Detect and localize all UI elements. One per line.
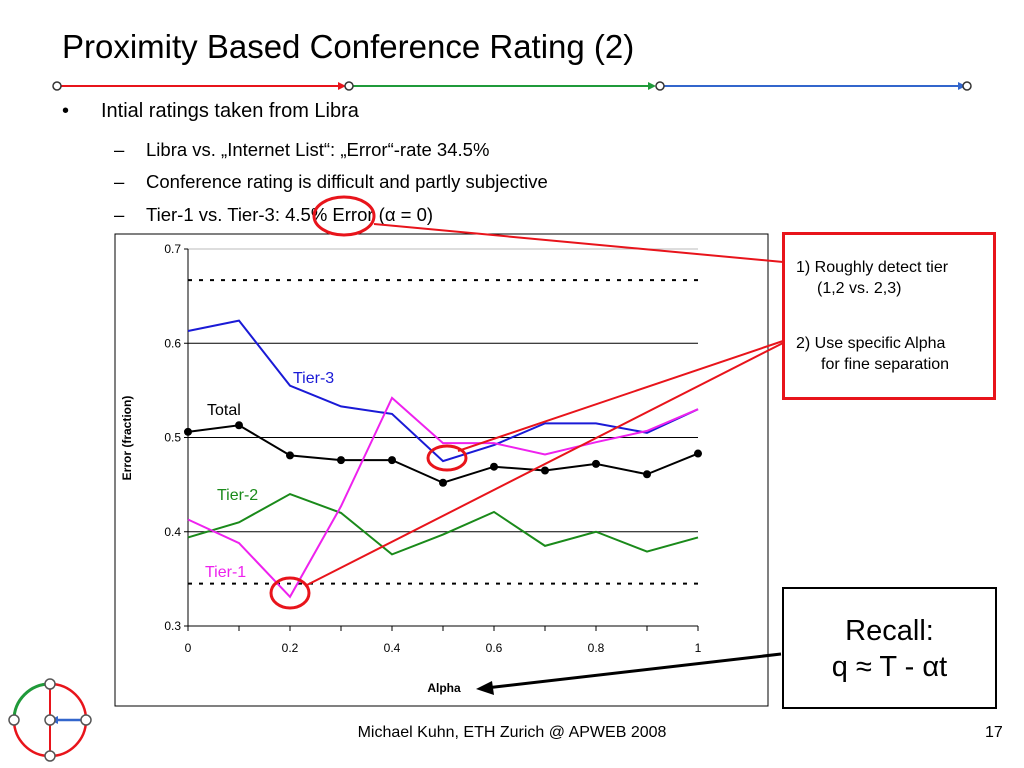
nav-progress-bar [52,81,972,91]
footer-text: Michael Kuhn, ETH Zurich @ APWEB 2008 [357,724,667,741]
nav-node-3 [655,81,665,91]
pointer-line-1 [373,223,784,263]
nav-node-1 [52,81,62,91]
nav-node-4 [962,81,972,91]
institution-logo [8,678,92,762]
y-axis-label: Error (fraction) [120,396,134,481]
nav-arrowhead-1 [338,82,346,90]
logo-node [80,714,92,726]
data-point-total [643,470,651,479]
dash-symbol: – [114,204,125,225]
logo-green-arc [12,682,51,721]
x-tick-label: 0 [185,641,192,655]
grid-layer [188,248,698,585]
logo-node [8,714,20,726]
y-tick-label: 0.6 [164,336,181,350]
page-number: 17 [985,724,1003,741]
bullet-symbol: • [62,100,70,122]
recall-box: Recall: q ≈ T - αt [782,587,997,709]
sub-bullet-2: Conference rating is difficult and partl… [146,171,548,192]
data-point-total [694,449,702,458]
sub-bullet-1: Libra vs. „Internet List“: „Error“-rate … [146,139,490,160]
data-point-total [337,456,345,465]
nav-arrowhead-2 [648,82,656,90]
data-point-total [541,466,549,475]
x-axis-label: Alpha [427,681,461,695]
nav-arrowhead-3 [958,82,966,90]
y-tick-label: 0.7 [164,242,181,256]
nav-node-2 [344,81,354,91]
data-point-total [235,421,243,430]
annotation-callout-box: 1) Roughly detect tier (1,2 vs. 2,3) 2) … [782,232,996,400]
pointer-line-3 [304,342,784,587]
data-point-total [388,456,396,465]
logo-center-node [44,714,56,726]
y-tick-label: 0.3 [164,619,181,633]
slide-title: Proximity Based Conference Rating (2) [62,28,635,65]
x-tick-label: 0.6 [486,641,503,655]
highlight-ellipse-error [312,195,376,237]
data-point-total [184,427,192,436]
callout-item-1-detail: (1,2 vs. 2,3) [817,280,902,297]
axis-layer: 0.3 0.4 0.5 0.6 0.7 0 0.2 0.4 0.6 0.8 1 [164,242,701,655]
highlight-ellipse-min-tier3 [426,444,468,472]
series-layer [184,319,702,599]
bullet-main-text: Intial ratings taken from Libra [101,100,359,122]
highlight-ellipse-min-tier1 [269,576,311,610]
series-line-tier-3 [187,319,699,463]
y-tick-label: 0.5 [164,431,181,445]
callout-item-1: 1) Roughly detect tier [796,259,949,276]
y-tick-label: 0.4 [164,525,181,539]
recall-arrowhead [476,681,494,695]
data-point-total [592,459,600,468]
sub-bullet-3: Tier-1 vs. Tier-3: 4.5% Error (α = 0) [146,204,434,225]
recall-pointer-arrow [485,652,782,690]
series-line-tier-2 [187,492,699,556]
data-point-total [490,462,498,471]
recall-formula: q ≈ T - αt [831,651,948,683]
x-tick-label: 0.4 [384,641,401,655]
logo-node [44,678,56,690]
series-label-tier-3: Tier-3 [293,370,334,387]
x-tick-label: 0.8 [588,641,605,655]
dash-symbol: – [114,171,125,192]
recall-heading: Recall: [845,615,934,647]
dash-symbol: – [114,139,125,160]
callout-item-2: 2) Use specific Alpha [796,335,946,352]
data-point-total [439,478,447,487]
callout-item-2-detail: for fine separation [821,356,950,373]
x-tick-label: 0.2 [282,641,299,655]
x-tick-label: 1 [695,641,702,655]
series-label-tier-1: Tier-1 [205,564,246,581]
series-line-tier-1 [187,396,699,599]
logo-node [44,750,56,762]
pointer-line-2 [457,340,784,452]
series-label-tier-2: Tier-2 [217,487,258,504]
data-point-total [286,451,294,460]
series-label-total: Total [207,402,241,419]
